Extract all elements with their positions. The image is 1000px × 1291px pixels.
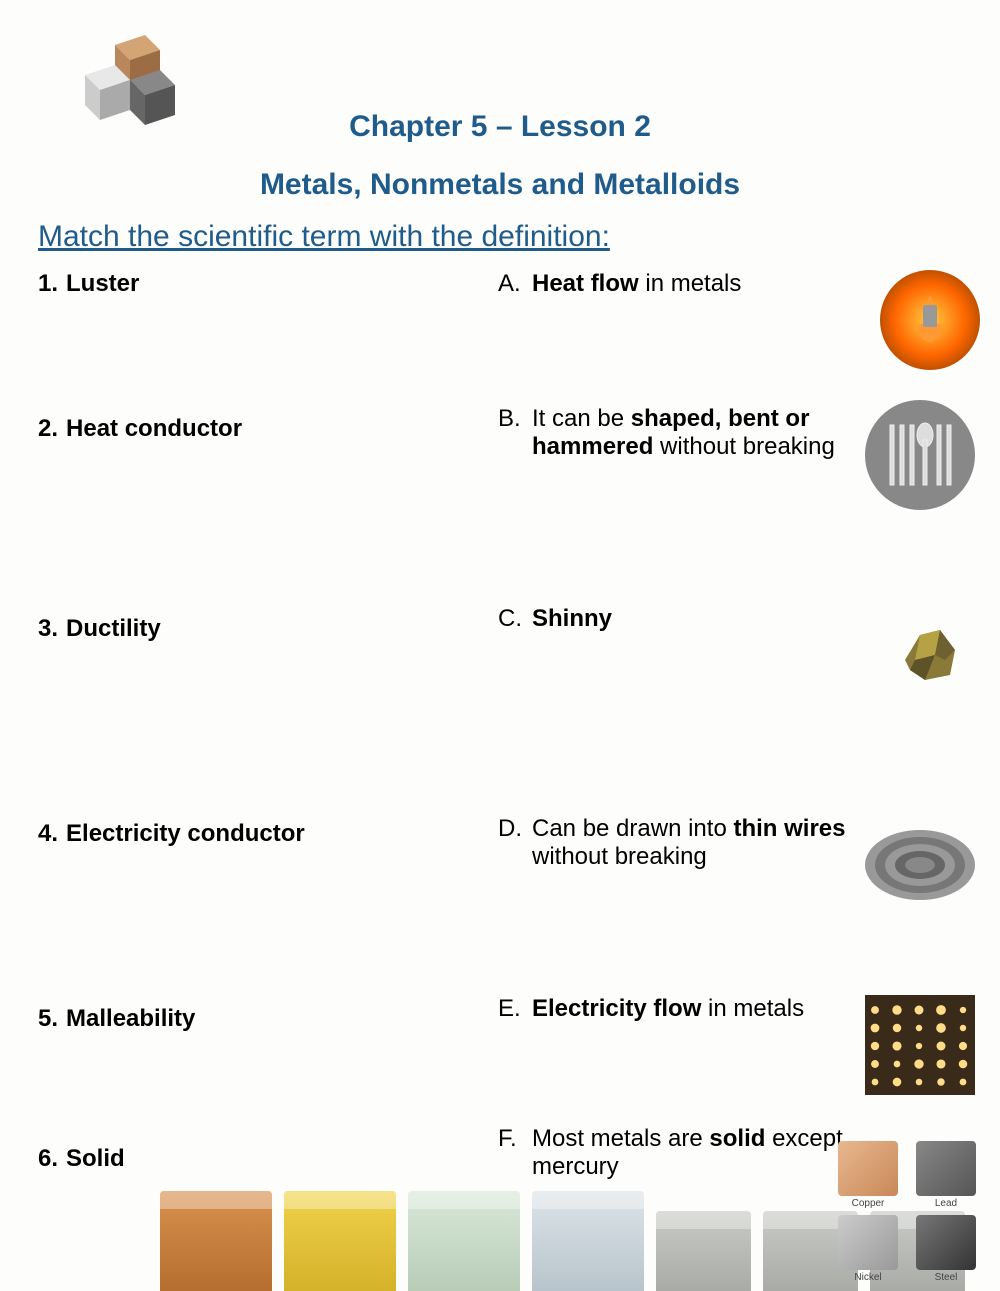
- definition-letter: B.: [498, 405, 524, 433]
- term-num: 1.: [38, 270, 58, 298]
- instruction-text: Match the scientific term with the defin…: [38, 220, 610, 254]
- term-row[interactable]: 6. Solid: [38, 1145, 498, 1195]
- term-row[interactable]: 3. Ductility: [38, 615, 498, 810]
- definition-text: Shinny: [532, 605, 880, 633]
- definition-row[interactable]: B. It can be shaped, bent or hammered wit…: [498, 405, 980, 595]
- term-row[interactable]: 5. Malleability: [38, 1005, 498, 1135]
- metal-swatch: [838, 1215, 898, 1270]
- term-label: Solid: [66, 1145, 125, 1173]
- metal-bar: [160, 1191, 272, 1291]
- definition-letter: F.: [498, 1125, 524, 1153]
- definition-row[interactable]: C. Shinny: [498, 605, 980, 805]
- definition-letter: C.: [498, 605, 524, 633]
- term-num: 5.: [38, 1005, 58, 1033]
- chapter-title: Chapter 5 – Lesson 2: [0, 110, 1000, 144]
- metal-bar: [656, 1211, 751, 1291]
- metal-caption: Nickel: [854, 1272, 881, 1283]
- term-num: 2.: [38, 415, 58, 443]
- definition-text: Can be drawn into thin wires without bre…: [532, 815, 860, 871]
- metal-grid-item: Copper: [832, 1141, 904, 1209]
- definition-icon: [860, 815, 980, 915]
- definition-text: It can be shaped, bent or hammered witho…: [532, 405, 860, 461]
- metal-bar: [284, 1191, 396, 1291]
- term-label: Malleability: [66, 1005, 195, 1033]
- matching-columns: 1. Luster 2. Heat conductor 3. Ductility 4. Ele…: [38, 270, 980, 1215]
- definition-text: Most metals are solid except mercury: [532, 1125, 880, 1181]
- definition-icon: [860, 405, 980, 505]
- metal-swatch: [916, 1215, 976, 1270]
- metal-grid-item: Lead: [910, 1141, 982, 1209]
- metal-swatch: [838, 1141, 898, 1196]
- topic-title: Metals, Nonmetals and Metalloids: [0, 168, 1000, 202]
- term-row[interactable]: 2. Heat conductor: [38, 415, 498, 605]
- definition-text: Electricity flow in metals: [532, 995, 860, 1023]
- definition-letter: E.: [498, 995, 524, 1023]
- metal-swatch: [916, 1141, 976, 1196]
- metals-grid-illustration: Copper Lead Nickel Steel: [832, 1141, 982, 1283]
- term-row[interactable]: 4. Electricity conductor: [38, 820, 498, 995]
- terms-column: 1. Luster 2. Heat conductor 3. Ductility 4. Ele…: [38, 270, 498, 1215]
- metal-bar: [532, 1191, 644, 1291]
- definition-icon: [860, 995, 980, 1095]
- term-label: Electricity conductor: [66, 820, 305, 848]
- metal-caption: Steel: [935, 1272, 958, 1283]
- definitions-column: A. Heat flow in metals B. It can be shaped,…: [498, 270, 980, 1215]
- definition-text: Heat flow in metals: [532, 270, 880, 298]
- definition-icon: [880, 270, 980, 370]
- metal-caption: Copper: [852, 1198, 885, 1209]
- term-num: 3.: [38, 615, 58, 643]
- metal-bar: [408, 1191, 520, 1291]
- term-label: Ductility: [66, 615, 161, 643]
- term-num: 4.: [38, 820, 58, 848]
- definition-row[interactable]: D. Can be drawn into thin wires without b…: [498, 815, 980, 985]
- term-label: Heat conductor: [66, 415, 242, 443]
- metal-grid-item: Steel: [910, 1215, 982, 1283]
- metal-grid-item: Nickel: [832, 1215, 904, 1283]
- definition-letter: A.: [498, 270, 524, 298]
- definition-letter: D.: [498, 815, 524, 843]
- definition-icon: [880, 605, 980, 705]
- term-num: 6.: [38, 1145, 58, 1173]
- term-row[interactable]: 1. Luster: [38, 270, 498, 405]
- definition-row[interactable]: A. Heat flow in metals: [498, 270, 980, 395]
- metal-caption: Lead: [935, 1198, 957, 1209]
- definition-row[interactable]: E. Electricity flow in metals: [498, 995, 980, 1115]
- term-label: Luster: [66, 270, 139, 298]
